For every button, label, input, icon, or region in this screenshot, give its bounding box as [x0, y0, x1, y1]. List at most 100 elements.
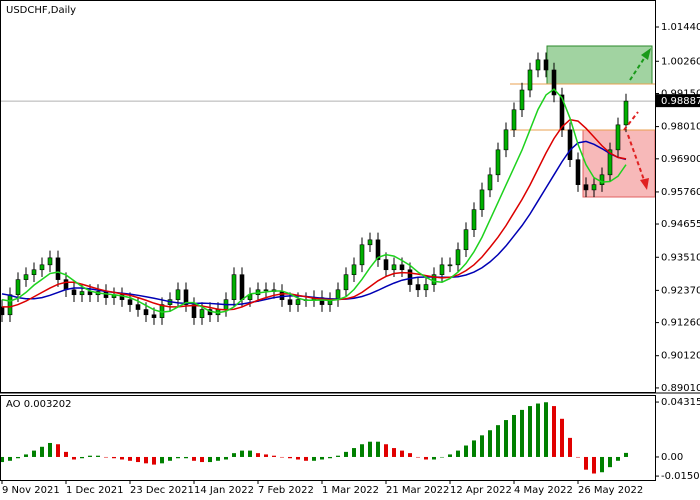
moving-average: [2, 118, 627, 311]
candle-body: [63, 279, 69, 291]
x-tick-label: 4 May 2022: [514, 485, 573, 496]
candle-body: [135, 304, 141, 310]
ao-bar: [200, 456, 204, 463]
ao-bar: [208, 456, 212, 463]
candle-body: [7, 294, 13, 316]
candle-body: [79, 291, 85, 296]
candle-body: [623, 100, 629, 126]
main-frame: [0, 0, 656, 393]
candle-body: [447, 264, 453, 267]
ao-bar: [400, 450, 404, 457]
x-tick-label: 1 Dec 2021: [66, 485, 124, 496]
ao-bar: [224, 456, 228, 460]
candle-body: [471, 209, 477, 230]
ao-bar: [24, 454, 28, 457]
candle-body: [583, 184, 589, 191]
candle-body: [279, 291, 285, 300]
ao-bar: [192, 456, 196, 461]
candle-body: [191, 304, 197, 318]
candle-body: [375, 239, 381, 260]
arrow-head: [640, 178, 649, 190]
candle-body: [15, 279, 21, 296]
candle-body: [199, 309, 205, 318]
ao-bar: [256, 453, 260, 457]
candle-body: [263, 289, 269, 292]
indicator-title: AO 0.003202: [6, 399, 71, 410]
ao-bar: [448, 454, 452, 457]
y-tick-label: 0.99150: [661, 88, 700, 99]
candle-body: [47, 257, 53, 266]
ao-bar: [616, 456, 620, 461]
candle-body: [495, 149, 501, 176]
y-tick-label: -0.015025: [661, 471, 700, 482]
ao-bar: [528, 406, 532, 457]
ao-bar: [488, 430, 492, 457]
candle-body: [231, 274, 237, 300]
arrow-head: [641, 48, 651, 60]
ao-bar: [240, 450, 244, 457]
ao-bar: [504, 420, 508, 457]
ao-bar: [464, 445, 468, 457]
candle-body: [71, 289, 77, 296]
up-arrow: [629, 56, 646, 81]
ao-bar: [160, 456, 164, 464]
ao-bar: [80, 456, 84, 459]
candle-body: [559, 94, 565, 131]
ao-bar: [352, 448, 356, 457]
candle-body: [367, 239, 373, 246]
x-tick-label: 9 Nov 2021: [2, 485, 60, 496]
candle-body: [591, 184, 597, 191]
ao-bar: [120, 456, 124, 460]
candle-body: [407, 269, 413, 285]
ao-bar: [408, 453, 412, 457]
candle-body: [127, 299, 133, 305]
candle-body: [463, 229, 469, 251]
ao-bar: [496, 425, 500, 457]
ao-bar: [312, 456, 316, 461]
candle-body: [175, 289, 181, 300]
candle-body: [567, 129, 573, 161]
ao-bar: [64, 451, 68, 457]
ao-bar: [576, 456, 580, 458]
ao-bar: [440, 456, 444, 458]
ao-bar: [176, 456, 180, 459]
candle-body: [415, 284, 421, 291]
candle-body: [151, 314, 157, 318]
x-tick-label: 14 Jan 2022: [194, 485, 254, 496]
ao-bar: [280, 456, 284, 458]
ao-frame: [0, 395, 656, 481]
ao-bar: [152, 456, 156, 465]
candle-body: [527, 69, 533, 91]
candle-body: [31, 269, 37, 275]
x-tick-label: 1 Mar 2022: [322, 485, 379, 496]
ao-bar: [584, 456, 588, 470]
ao-bar: [288, 456, 292, 459]
ao-bar: [296, 456, 300, 460]
candle-body: [543, 59, 549, 71]
ao-bar: [384, 444, 388, 457]
y-tick-label: 0.90120: [661, 351, 700, 362]
ao-bar: [48, 442, 52, 457]
last-price-box: [656, 94, 700, 108]
ao-bar: [72, 456, 76, 460]
ao-bar: [248, 450, 252, 457]
y-tick-label: 0.93510: [661, 252, 700, 263]
ao-bar: [328, 456, 332, 459]
candle-body: [391, 264, 397, 271]
target-zone: [546, 45, 653, 85]
ao-bar: [56, 444, 60, 457]
ao-bar: [472, 440, 476, 457]
y-tick-label: 0.94655: [661, 219, 700, 230]
candle-body: [615, 124, 621, 151]
candle-body: [343, 274, 349, 291]
candle-body: [439, 264, 445, 275]
ao-bar: [568, 437, 572, 457]
candle-body: [455, 249, 461, 266]
ao-bar: [40, 446, 44, 457]
ao-bar: [96, 455, 100, 457]
ao-bar: [128, 456, 132, 461]
candle-body: [399, 264, 405, 271]
ao-bar: [624, 452, 628, 457]
candle-body: [479, 189, 485, 210]
